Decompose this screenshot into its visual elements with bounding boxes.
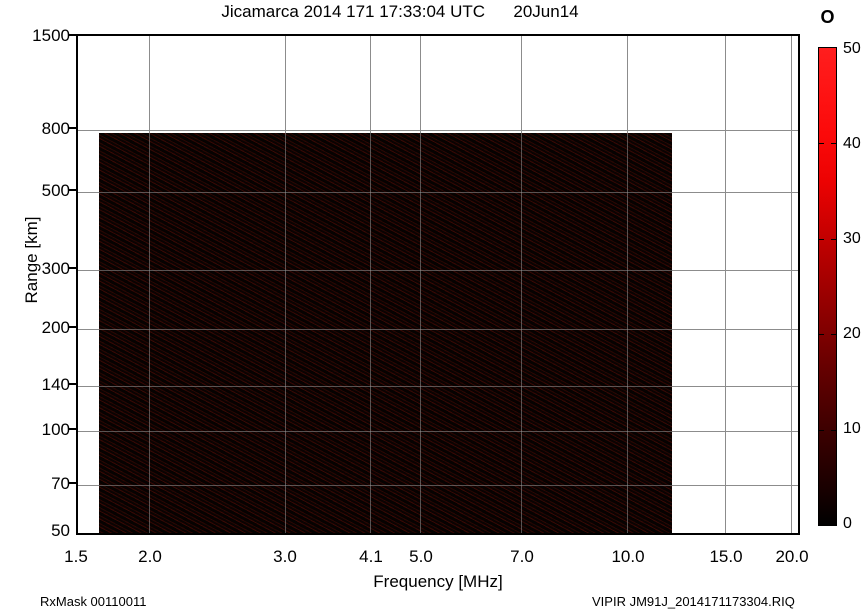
y-tick-label-100: 100: [41, 420, 70, 439]
y-tick-label-800: 800: [41, 119, 70, 138]
x-tick-label-4-1: 4.1: [359, 547, 383, 566]
y-tick-mark-70: [69, 482, 76, 484]
colorbar-tick-10: [818, 430, 824, 431]
y-tick-mark-1500: [69, 34, 76, 36]
colorbar-gradient: [818, 47, 837, 526]
y-tick-label-70: 70: [51, 474, 70, 493]
colorbar-label-20: 20: [843, 325, 861, 342]
x-tick-label-7-0: 7.0: [510, 547, 534, 566]
x-tick-label-3-0: 3.0: [273, 547, 297, 566]
gridline-h-800: [78, 130, 798, 131]
colorbar-tick-40: [818, 143, 824, 144]
colorbar-label-0: 0: [843, 515, 852, 532]
colorbar-tick-10-right: [831, 430, 837, 431]
gridline-v-20-0: [791, 36, 792, 533]
y-tick-mark-140: [69, 383, 76, 385]
rx-mask-label: RxMask 00110011: [40, 594, 147, 609]
y-tick-label-50: 50: [51, 521, 70, 540]
ionogram-plot-area[interactable]: [76, 34, 800, 535]
grid-overlay-v-7-0: [521, 133, 522, 533]
file-info-label: VIPIR JM91J_2014171173304.RIQ: [592, 594, 795, 609]
x-tick-label-2-0: 2.0: [138, 547, 162, 566]
y-tick-mark-500: [69, 189, 76, 191]
x-tick-label-1-5: 1.5: [64, 547, 88, 566]
x-tick-label-15-0: 15.0: [709, 547, 743, 566]
x-tick-label-20-0: 20.0: [775, 547, 809, 566]
grid-overlay-h-100: [99, 431, 672, 432]
grid-overlay-v-2-0: [149, 133, 150, 533]
colorbar-label-30: 30: [843, 230, 861, 247]
y-tick-mark-800: [69, 127, 76, 129]
page-title: Jicamarca 2014 171 17:33:04 UTC 20Jun14: [221, 2, 579, 21]
y-tick-mark-200: [69, 326, 76, 328]
x-axis-title: Frequency [MHz]: [373, 572, 503, 591]
y-tick-mark-100: [69, 428, 76, 430]
grid-overlay-h-500: [99, 192, 672, 193]
grid-overlay-v-3-0: [285, 133, 286, 533]
colorbar-mode-label: O: [820, 7, 835, 27]
x-tick-label-10-0: 10.0: [611, 547, 645, 566]
colorbar-tick-30-right: [831, 239, 837, 240]
grid-overlay-h-70: [99, 485, 672, 486]
grid-overlay-v-4-1: [370, 133, 371, 533]
gridline-v-15-0: [725, 36, 726, 533]
colorbar-tick-20-right: [831, 334, 837, 335]
y-tick-mark-300: [69, 267, 76, 269]
colorbar-tick-20: [818, 334, 824, 335]
grid-overlay-h-140: [99, 386, 672, 387]
y-tick-label-500: 500: [41, 181, 70, 200]
echo-data-region[interactable]: [99, 133, 672, 533]
colorbar-label-50: 50: [843, 40, 861, 57]
grid-overlay-v-10-0: [627, 133, 628, 533]
y-tick-label-300: 300: [41, 259, 70, 278]
y-tick-label-140: 140: [41, 375, 70, 394]
grid-overlay-h-300: [99, 270, 672, 271]
grid-overlay-v-5-0: [420, 133, 421, 533]
colorbar-tick-30: [818, 239, 824, 240]
colorbar[interactable]: [818, 47, 837, 526]
y-tick-label-1500: 1500: [32, 26, 70, 45]
colorbar-tick-40-right: [831, 143, 837, 144]
colorbar-label-10: 10: [843, 420, 861, 437]
grid-overlay-h-200: [99, 329, 672, 330]
y-tick-label-200: 200: [41, 318, 70, 337]
x-tick-label-5-0: 5.0: [409, 547, 433, 566]
colorbar-label-40: 40: [843, 135, 861, 152]
